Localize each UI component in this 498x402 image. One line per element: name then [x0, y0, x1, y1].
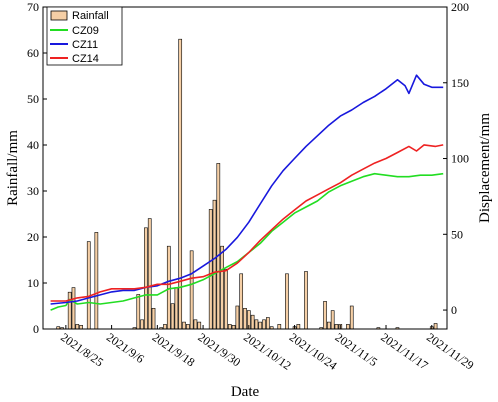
displacement-lines [50, 74, 444, 311]
right-tick-label: 0 [451, 303, 457, 317]
legend-label-cz09: CZ09 [72, 25, 99, 37]
rainfall-bar [296, 324, 301, 330]
series-line-cz11 [50, 74, 444, 305]
rainfall-bar [327, 321, 331, 330]
rainfall-bar [178, 38, 183, 330]
rainfall-bar [163, 324, 167, 330]
rainfall-bar [186, 324, 190, 330]
rainfall-bar [266, 317, 270, 330]
left-tick-label: 50 [27, 92, 39, 106]
series-line-cz09 [50, 172, 444, 311]
rainfall-bar [182, 321, 186, 330]
rainfall-bar [220, 245, 224, 330]
rainfall-bar [224, 268, 228, 330]
rainfall-bar [212, 199, 217, 330]
rainfall-bar [71, 287, 76, 330]
rainfall-bar [304, 271, 308, 330]
x-tick-label: 2021/9/6 [104, 330, 147, 366]
left-tick-label: 10 [27, 276, 39, 290]
rainfall-bar [151, 307, 156, 330]
x-tick-label: 2021/10/24 [287, 330, 340, 373]
rainfall-bar [216, 163, 221, 330]
rainfall-bar [433, 323, 438, 330]
left-tick-label: 30 [27, 184, 39, 198]
right-y-axis-title: Displacement/mm [477, 113, 493, 223]
rainfall-bar [94, 232, 99, 330]
x-tick-label: 2021/11/5 [333, 330, 381, 369]
rainfall-bar [147, 218, 152, 330]
left-y-axis-title: Rainfall/mm [5, 130, 21, 206]
legend-label-cz11: CZ11 [72, 39, 98, 51]
rainfall-bar [140, 319, 144, 330]
right-tick-label: 150 [451, 76, 469, 90]
rainfall-bar [75, 324, 80, 330]
rainfall-bar [323, 301, 327, 330]
rainfall-bar [193, 319, 198, 330]
right-tick-label: 200 [451, 0, 469, 14]
left-tick-label: 70 [27, 0, 39, 14]
rainfall-bar [227, 324, 232, 330]
right-tick-label: 100 [451, 152, 469, 166]
rainfall-bar [144, 227, 148, 330]
rainfall-bar [136, 294, 141, 330]
plot-frame [42, 6, 448, 330]
rainfall-bar [277, 324, 282, 330]
rainfall-bar [231, 325, 236, 330]
x-tick-label: 2021/11/17 [378, 330, 430, 373]
legend-label-cz14: CZ14 [72, 53, 99, 65]
left-tick-label: 20 [27, 230, 39, 244]
rainfall-bar [250, 314, 255, 330]
left-tick-label: 40 [27, 138, 39, 152]
rainfall-bar [334, 324, 339, 330]
rainfall-bar [79, 325, 83, 330]
rainfall-bar [285, 273, 289, 330]
left-tick-label: 0 [33, 322, 39, 336]
rainfall-bar [166, 245, 171, 330]
x-tick-label: 2021/9/30 [195, 330, 243, 369]
rainfall-bar [243, 307, 247, 330]
x-axis-title: Date [231, 384, 260, 400]
x-tick-label: 2021/11/29 [424, 330, 476, 373]
left-tick-label: 60 [27, 46, 39, 60]
rainfall-bar [208, 209, 213, 330]
right-tick-label: 50 [451, 227, 463, 241]
legend-swatch-rainfall [50, 10, 68, 21]
rainfall-bar [235, 305, 240, 330]
right-y-axis: 0 50 100 150 200 [443, 0, 469, 317]
rainfall-bars [56, 38, 438, 330]
rainfall-bar [189, 250, 194, 330]
x-tick-label: 2021/10/12 [241, 330, 294, 373]
series-line-cz14 [50, 144, 444, 302]
rainfall-bar [330, 310, 335, 330]
rainfall-bar [197, 321, 202, 330]
rainfall-bar [86, 241, 91, 330]
rainfall-bar [258, 321, 263, 330]
rainfall-bar [174, 287, 179, 330]
rainfall-bar [67, 291, 72, 330]
legend: Rainfall CZ09 CZ11 CZ14 [46, 6, 123, 66]
rainfall-bar [254, 319, 259, 330]
rainfall-bar [262, 319, 266, 330]
rainfall-bar [239, 273, 244, 330]
rainfall-bar [170, 303, 175, 330]
x-tick-label: 2021/8/25 [58, 330, 106, 369]
rainfall-bar [349, 305, 354, 330]
legend-label-rainfall: Rainfall [72, 10, 109, 22]
x-tick-label: 2021/9/18 [150, 330, 198, 369]
rainfall-bar [346, 324, 350, 330]
left-y-axis: 0 10 20 30 40 50 60 70 [27, 0, 47, 336]
